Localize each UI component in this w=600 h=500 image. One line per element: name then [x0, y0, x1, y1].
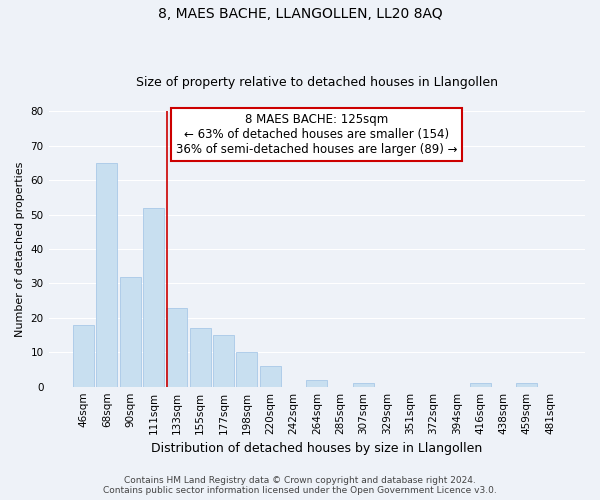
Bar — [306, 380, 327, 386]
Bar — [190, 328, 211, 386]
Bar — [73, 325, 94, 386]
Bar — [119, 276, 140, 386]
Title: Size of property relative to detached houses in Llangollen: Size of property relative to detached ho… — [136, 76, 498, 90]
Bar — [96, 163, 117, 386]
Bar — [213, 335, 234, 386]
Text: 8, MAES BACHE, LLANGOLLEN, LL20 8AQ: 8, MAES BACHE, LLANGOLLEN, LL20 8AQ — [158, 8, 442, 22]
Text: 8 MAES BACHE: 125sqm
← 63% of detached houses are smaller (154)
36% of semi-deta: 8 MAES BACHE: 125sqm ← 63% of detached h… — [176, 113, 458, 156]
Bar — [516, 383, 537, 386]
Text: Contains HM Land Registry data © Crown copyright and database right 2024.
Contai: Contains HM Land Registry data © Crown c… — [103, 476, 497, 495]
Y-axis label: Number of detached properties: Number of detached properties — [15, 162, 25, 337]
Bar — [143, 208, 164, 386]
Bar — [470, 383, 491, 386]
Bar — [353, 383, 374, 386]
Bar — [236, 352, 257, 386]
Bar — [260, 366, 281, 386]
Bar — [166, 308, 187, 386]
X-axis label: Distribution of detached houses by size in Llangollen: Distribution of detached houses by size … — [151, 442, 482, 455]
